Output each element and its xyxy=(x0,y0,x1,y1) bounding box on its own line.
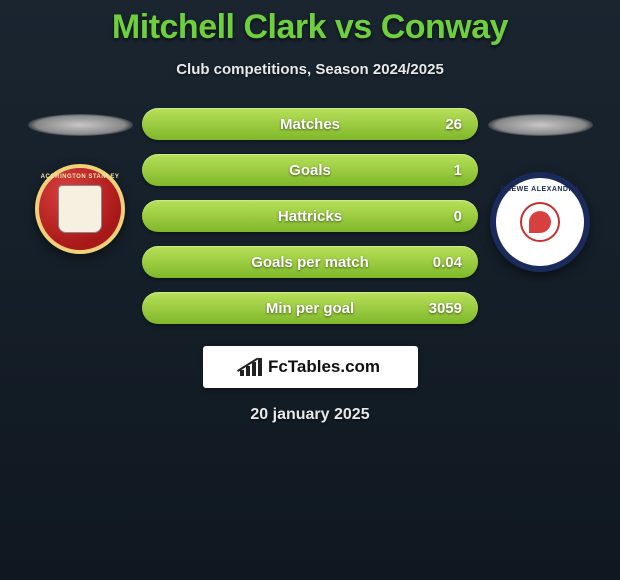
stat-row-goals-per-match: Goals per match 0.04 xyxy=(142,246,478,278)
stat-label: Hattricks xyxy=(278,208,342,225)
club-crest-right xyxy=(520,202,560,242)
stat-value: 0.04 xyxy=(433,254,462,271)
comparison-panel: ACCRINGTON STANLEY Matches 26 Goals 1 Ha… xyxy=(0,108,620,324)
stat-value: 26 xyxy=(445,116,462,133)
brand-text: FcTables.com xyxy=(268,357,380,377)
club-badge-left-text: ACCRINGTON STANLEY xyxy=(39,174,121,180)
stat-value: 0 xyxy=(454,208,462,225)
stat-label: Matches xyxy=(280,116,340,133)
date-label: 20 january 2025 xyxy=(0,406,620,424)
subtitle: Club competitions, Season 2024/2025 xyxy=(0,61,620,78)
left-side: ACCRINGTON STANLEY xyxy=(20,108,140,254)
club-badge-right-text: CREWE ALEXANDRA xyxy=(496,186,584,193)
stat-row-min-per-goal: Min per goal 3059 xyxy=(142,292,478,324)
stat-label: Goals xyxy=(289,162,331,179)
stat-value: 1 xyxy=(454,162,462,179)
player-shadow-right xyxy=(488,114,593,136)
club-badge-right: CREWE ALEXANDRA xyxy=(490,172,590,272)
player-shadow-left xyxy=(28,114,133,136)
stat-row-hattricks: Hattricks 0 xyxy=(142,200,478,232)
stat-row-goals: Goals 1 xyxy=(142,154,478,186)
right-side: CREWE ALEXANDRA xyxy=(480,108,600,272)
stats-list: Matches 26 Goals 1 Hattricks 0 Goals per… xyxy=(140,108,480,324)
club-badge-left: ACCRINGTON STANLEY xyxy=(35,164,125,254)
stat-label: Goals per match xyxy=(251,254,369,271)
page-title: Mitchell Clark vs Conway xyxy=(0,0,620,47)
bar-chart-icon xyxy=(240,358,262,376)
stat-label: Min per goal xyxy=(266,300,354,317)
stat-value: 3059 xyxy=(429,300,462,317)
brand-box: FcTables.com xyxy=(203,346,418,388)
club-crest-left xyxy=(58,185,102,233)
stat-row-matches: Matches 26 xyxy=(142,108,478,140)
